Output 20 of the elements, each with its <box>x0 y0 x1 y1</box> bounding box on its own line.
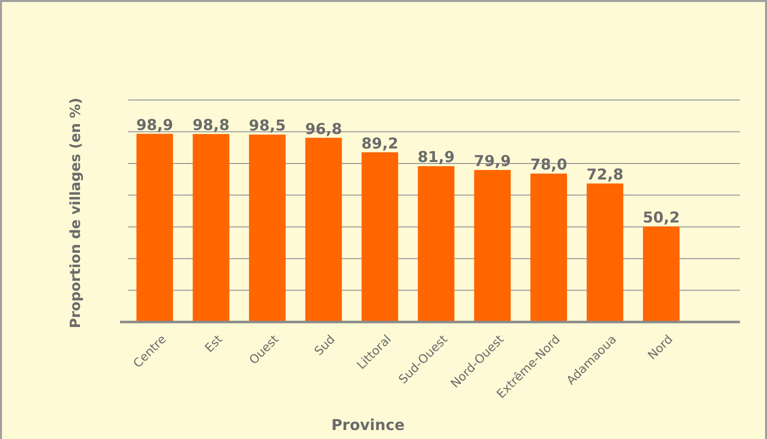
bar <box>249 134 286 322</box>
bar <box>192 134 230 322</box>
x-axis-title: Province <box>331 416 405 434</box>
y-axis-title: Proportion de villages (en %) <box>68 98 84 328</box>
bar <box>642 226 680 322</box>
data-label: 81,9 <box>418 148 455 166</box>
data-label: 98,5 <box>248 116 286 135</box>
bar <box>474 170 511 322</box>
bar <box>586 183 624 322</box>
data-label: 98,9 <box>136 116 174 134</box>
bar <box>136 134 174 322</box>
data-label: 50,2 <box>642 208 680 226</box>
bar <box>305 138 342 322</box>
bar <box>418 166 454 322</box>
data-label: 98,8 <box>192 116 230 134</box>
data-label: 72,8 <box>586 165 624 184</box>
bar <box>530 174 567 322</box>
bar <box>362 152 398 322</box>
x-tick-label: Est <box>202 332 226 356</box>
data-label: 89,2 <box>361 134 398 152</box>
